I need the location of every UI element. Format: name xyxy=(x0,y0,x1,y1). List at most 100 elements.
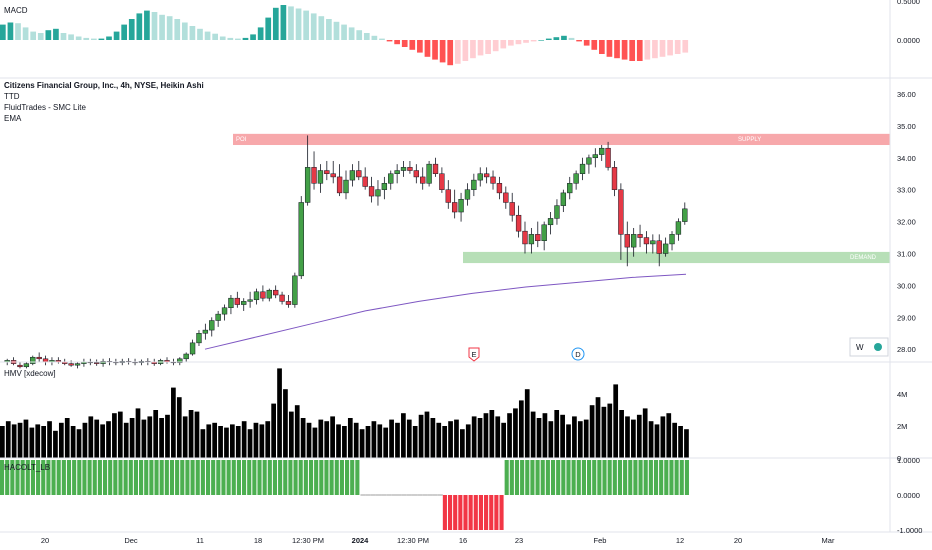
hacolt-bar xyxy=(674,460,679,495)
volume-bar xyxy=(684,429,689,458)
volume-bar xyxy=(129,418,135,458)
volume-bar xyxy=(200,429,206,458)
volume-bar xyxy=(518,400,524,458)
volume-bar xyxy=(371,421,377,458)
hacolt-bar xyxy=(278,460,283,495)
hacolt-bar xyxy=(139,460,144,495)
volume-bar xyxy=(194,411,200,458)
hacolt-bar xyxy=(5,460,10,495)
candle-body xyxy=(675,221,682,235)
candle-body xyxy=(279,294,285,302)
hacolt-bar xyxy=(643,460,648,495)
candle-body xyxy=(477,173,483,181)
hacolt-bar xyxy=(195,460,200,495)
hacolt-bar xyxy=(66,460,72,495)
macd-bar xyxy=(432,40,438,60)
candle-body xyxy=(23,363,30,368)
candle-body xyxy=(458,199,464,213)
candle-body xyxy=(420,176,426,184)
volume-bar xyxy=(560,414,565,458)
macd-bar xyxy=(113,31,120,40)
macd-bar xyxy=(90,38,97,40)
volume-bar xyxy=(230,424,235,458)
candle-body xyxy=(630,234,637,248)
hacolt-bar xyxy=(128,460,133,495)
macd-bar xyxy=(356,30,363,40)
macd-bar xyxy=(417,40,423,53)
macd-bar xyxy=(606,40,613,57)
hacolt-bar xyxy=(664,460,669,495)
widget-dot-icon[interactable] xyxy=(874,343,882,351)
volume-bar xyxy=(542,413,548,458)
hacolt-bar xyxy=(113,460,118,495)
volume-bar xyxy=(548,421,554,458)
hacolt-bar xyxy=(509,460,514,495)
price-tick-label: 31.00 xyxy=(897,250,916,259)
hacolt-bar xyxy=(458,495,463,530)
hacolt-bar xyxy=(540,460,545,495)
volume-tick-label: 2M xyxy=(897,422,907,431)
volume-bar xyxy=(383,427,389,458)
volume-bar xyxy=(58,422,64,458)
hacolt-bar xyxy=(329,460,334,495)
hacolt-label: HACOLT_LB xyxy=(4,463,50,472)
hacolt-bar xyxy=(679,460,684,495)
dividend-marker: D xyxy=(571,347,585,361)
volume-bar xyxy=(82,422,88,458)
hacolt-bar xyxy=(319,460,324,495)
volume-bar xyxy=(253,422,259,458)
volume-bar xyxy=(159,418,164,458)
volume-bar xyxy=(336,424,341,458)
widget[interactable]: W xyxy=(849,337,889,357)
volume-bar xyxy=(141,419,147,458)
macd-bar xyxy=(674,40,681,54)
macd-bar xyxy=(583,40,590,46)
volume-bar xyxy=(94,419,100,458)
volume-bar xyxy=(377,424,383,458)
macd-bar xyxy=(447,40,454,66)
candle-body xyxy=(586,157,592,165)
hacolt-bar xyxy=(653,460,659,495)
macd-bar xyxy=(333,21,340,40)
candle-body xyxy=(650,240,656,245)
volume-bar xyxy=(212,422,218,458)
candle-body xyxy=(304,167,311,203)
candle-body xyxy=(74,363,81,366)
macd-bar xyxy=(371,35,378,40)
candle-body xyxy=(368,186,375,197)
candle-body xyxy=(215,313,221,321)
indicator-label-ema: EMA xyxy=(4,114,22,123)
candle-body xyxy=(624,234,630,248)
macd-bar xyxy=(189,26,196,40)
hacolt-bar xyxy=(92,460,97,495)
macd-bar xyxy=(250,34,256,40)
supply-zone-label: SUPPLY xyxy=(738,137,761,143)
hacolt-bar xyxy=(123,460,128,495)
macd-bar xyxy=(326,19,332,40)
hacolt-bar xyxy=(463,495,468,530)
volume-bar xyxy=(418,414,424,458)
volume-bar xyxy=(613,384,619,458)
candle-body xyxy=(381,183,388,190)
macd-bar xyxy=(212,33,218,40)
macd-bar xyxy=(219,36,226,40)
candle-body xyxy=(336,176,343,194)
hacolt-bar xyxy=(566,460,571,495)
hacolt-bar xyxy=(545,460,550,495)
volume-bar xyxy=(64,418,70,458)
candle-body xyxy=(432,163,439,174)
x-axis-label: 12:30 PM xyxy=(397,536,429,545)
x-axis-label: 12 xyxy=(676,536,684,545)
hacolt-bar xyxy=(82,460,87,495)
volume-bar xyxy=(572,416,577,458)
hacolt-bar xyxy=(61,460,66,495)
volume-bar xyxy=(330,416,335,458)
candle-body xyxy=(579,163,586,174)
hacolt-bar xyxy=(504,460,509,495)
candle-body xyxy=(547,218,554,226)
volume-bar xyxy=(283,389,288,458)
hacolt-bar xyxy=(525,460,530,495)
macd-bar xyxy=(265,17,272,40)
candle-body xyxy=(407,167,413,171)
